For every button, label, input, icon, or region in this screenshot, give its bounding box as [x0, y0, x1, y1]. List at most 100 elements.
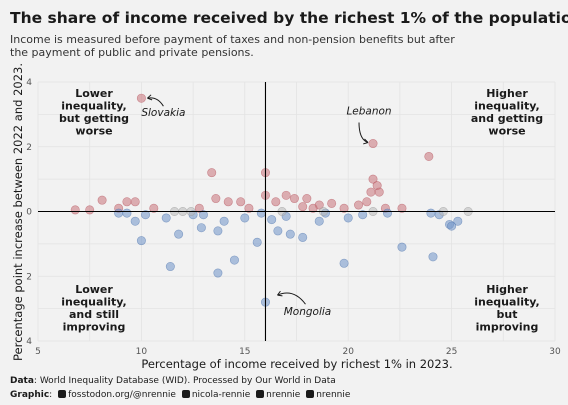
- annotation-arrowhead: [147, 94, 153, 101]
- data-points: [70, 93, 473, 307]
- caption-github[interactable]: nrennie: [316, 390, 351, 400]
- quadrant-label: Higher inequality, but improving: [474, 283, 539, 334]
- quadrant-label-line: inequality,: [474, 296, 539, 309]
- data-point-decrease: [196, 223, 206, 233]
- quadrant-label-line: inequality,: [61, 296, 126, 309]
- quadrant-label-line: but: [497, 308, 518, 321]
- data-point-increase: [374, 187, 384, 197]
- quadrant-label-line: Higher: [486, 283, 528, 296]
- caption-graphic: Graphic: fosstodon.org/@nrennie nicola-r…: [10, 390, 350, 400]
- github-icon: [306, 390, 315, 398]
- data-point-increase: [424, 151, 434, 161]
- data-point-increase: [308, 203, 318, 213]
- data-point-decrease: [256, 208, 266, 218]
- data-point-decrease: [273, 226, 283, 236]
- quadrant-label: Lower inequality, and still improving: [61, 283, 126, 334]
- quadrant-label-line: but getting: [59, 112, 129, 125]
- data-point-increase: [122, 197, 132, 207]
- y-tick-label: 0: [26, 208, 32, 218]
- annotation-arrow: [147, 97, 164, 107]
- data-point-decrease: [298, 232, 308, 242]
- data-point-increase: [281, 190, 291, 200]
- data-point-increase: [327, 198, 337, 208]
- quadrant-label-line: worse: [488, 125, 525, 138]
- data-point-decrease: [213, 226, 223, 236]
- quadrant-label-line: inequality,: [61, 100, 126, 113]
- quadrant-label-line: inequality,: [474, 100, 539, 113]
- caption-data-label: Data: [10, 376, 34, 386]
- annotation-label: Lebanon: [346, 106, 391, 118]
- quadrant-label-line: Lower: [75, 87, 113, 100]
- data-point-decrease: [339, 258, 349, 268]
- bluesky-icon: [256, 390, 265, 398]
- x-tick-label: 20: [342, 347, 354, 357]
- data-point-decrease: [213, 268, 223, 278]
- quadrant-label-line: and still: [69, 308, 119, 321]
- x-axis-label: Percentage of income received by richest…: [141, 357, 452, 371]
- x-tick-label: 15: [239, 347, 250, 357]
- data-point-decrease: [161, 213, 171, 223]
- quadrant-label: Lower inequality, but getting worse: [59, 87, 129, 138]
- annotation-arrowhead: [277, 290, 283, 297]
- data-point-increase: [97, 195, 107, 205]
- data-point-increase: [211, 194, 221, 204]
- data-point-decrease: [219, 216, 229, 226]
- data-point-decrease: [165, 262, 175, 272]
- quadrant-label-line: improving: [63, 321, 126, 334]
- data-point-increase: [298, 202, 308, 212]
- data-point-decrease: [130, 216, 140, 226]
- y-tick-label: 4: [26, 337, 32, 347]
- data-point-increase: [70, 205, 80, 215]
- data-point-decrease: [229, 255, 239, 265]
- data-point-increase: [194, 203, 204, 213]
- quadrant-label: Higher inequality, and getting worse: [471, 87, 543, 138]
- data-point-decrease: [382, 208, 392, 218]
- data-point-decrease: [240, 213, 250, 223]
- data-point-increase: [354, 200, 364, 210]
- data-point-decrease: [285, 229, 295, 239]
- data-point-increase: [149, 203, 159, 213]
- data-point-increase: [244, 203, 254, 213]
- data-point-increase: [236, 197, 246, 207]
- caption-colon: :: [49, 390, 53, 400]
- caption-data: Data: World Inequality Database (WID). P…: [10, 376, 336, 386]
- data-point-decrease: [397, 242, 407, 252]
- data-point-decrease: [122, 208, 132, 218]
- linkedin-icon: [181, 390, 190, 398]
- quadrant-label-line: and getting: [471, 112, 543, 125]
- caption-graphic-label: Graphic: [10, 390, 50, 400]
- data-point-increase: [223, 197, 233, 207]
- x-tick-label: 30: [549, 347, 561, 357]
- caption-bluesky[interactable]: nrennie: [266, 390, 301, 400]
- data-point-increase: [397, 203, 407, 213]
- data-point-increase: [366, 187, 376, 197]
- data-point-decrease: [174, 229, 184, 239]
- caption-linkedin[interactable]: nicola-rennie: [191, 390, 251, 400]
- mastodon-icon: [58, 390, 67, 398]
- annotation-arrow: [277, 292, 306, 305]
- data-point-decrease: [136, 236, 146, 246]
- data-point-increase: [136, 93, 146, 103]
- quadrant-label-line: Lower: [75, 283, 113, 296]
- data-point-decrease: [453, 216, 463, 226]
- data-point-increase: [362, 197, 372, 207]
- x-tick-label: 25: [446, 347, 457, 357]
- data-point-increase: [271, 197, 281, 207]
- quadrant-label-line: improving: [476, 321, 539, 334]
- y-tick-label: 2: [26, 143, 32, 153]
- data-point-decrease: [358, 210, 368, 220]
- data-point-increase: [368, 174, 378, 184]
- data-point-decrease: [343, 213, 353, 223]
- data-point-increase: [302, 194, 312, 204]
- y-tick-label: 4: [26, 78, 32, 88]
- annotation-arrow: [358, 122, 369, 143]
- caption-mastodon[interactable]: fosstodon.org/@nrennie: [68, 390, 176, 400]
- data-point-decrease: [447, 221, 457, 231]
- caption-data-text: : World Inequality Database (WID). Proce…: [33, 376, 336, 386]
- data-point-decrease: [428, 252, 438, 262]
- data-point-decrease: [267, 215, 277, 225]
- quadrant-label-line: Higher: [486, 87, 528, 100]
